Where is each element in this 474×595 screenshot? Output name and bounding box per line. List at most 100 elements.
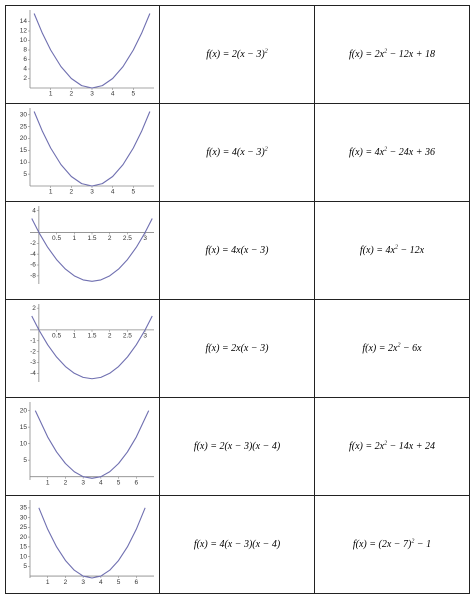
parabola-curve — [37, 507, 146, 579]
graph: 0.5 1 1.5 2 2.5 3 4 -2 -4 -6 -8 — [29, 206, 154, 284]
formula-text: − 6x — [400, 343, 422, 355]
formula: f(x) = 4(x − 3)(x − 4) — [194, 539, 280, 550]
standard-form-cell: f(x) = 2x2 − 14x + 24 — [314, 397, 470, 496]
vertex-form-cell: f(x) = 4(x − 3)2 — [159, 103, 315, 202]
formula-text: f(x) = 4x — [348, 147, 385, 159]
formula-text: f(x) = 2x(x − 3) — [205, 343, 269, 354]
y-tick-label: 14 — [19, 18, 27, 25]
x-tick-label: 2 — [69, 91, 73, 98]
exponent: 2 — [397, 342, 401, 349]
y-tick-label: -4 — [30, 370, 36, 377]
graph: 1 2 3 4 5 6 5 10 15 20 — [19, 402, 154, 486]
x-tick-label: 2 — [107, 333, 111, 340]
graph-cell: 0.5 1 1.5 2 2.5 3 4 -2 -4 -6 -8 — [5, 201, 160, 300]
formula-text: f(x) = 4x(x − 3) — [205, 245, 269, 256]
graph-cell: 0.5 1 1.5 2 2.5 3 2 -1 -2 -3 -4 — [5, 299, 160, 398]
x-tick-label: 5 — [116, 479, 120, 486]
y-tick-label: 5 — [23, 171, 27, 178]
y-tick-label: 20 — [19, 407, 27, 414]
parabola-curve — [33, 111, 150, 187]
x-tick-label: 6 — [134, 579, 138, 586]
formula-text: f(x) = 2x — [348, 441, 385, 453]
y-tick-label: -2 — [30, 240, 36, 247]
table-row: 1 2 3 4 5 5 10 15 20 25 30 f(x) = 4(x − 3)2 f(x) = 4… — [5, 103, 470, 202]
y-tick-label: 12 — [19, 28, 27, 35]
formula-text: f(x) = 2(x − 3)(x − 4) — [193, 441, 281, 452]
formula: f(x) = (2x − 7)2 − 1 — [353, 539, 431, 550]
x-tick-label: 6 — [134, 479, 138, 486]
graph-cell: 1 2 3 4 5 2 4 6 8 10 12 14 — [5, 5, 160, 104]
graph-cell: 1 2 3 4 5 5 10 15 20 25 30 — [5, 103, 160, 202]
graph: 1 2 3 4 5 6 5 10 15 20 25 30 35 — [19, 500, 154, 586]
exponent: 2 — [384, 146, 388, 153]
x-tick-label: 2 — [107, 235, 111, 242]
parabola-curve — [33, 13, 150, 89]
vertex-form-cell: f(x) = 4(x − 3)(x − 4) — [159, 495, 315, 594]
formula: f(x) = 4x(x − 3) — [206, 245, 269, 256]
formula: f(x) = 2x(x − 3) — [206, 343, 269, 354]
exponent: 2 — [264, 146, 268, 153]
exponent: 2 — [394, 244, 398, 251]
graph: 0.5 1 1.5 2 2.5 3 2 -1 -2 -3 -4 — [29, 304, 154, 382]
y-tick-label: 4 — [32, 207, 36, 214]
y-tick-label: 10 — [19, 440, 27, 447]
y-tick-label: 10 — [19, 159, 27, 166]
graph-cell: 1 2 3 4 5 6 5 10 15 20 — [5, 397, 160, 496]
formula-text: f(x) = 2(x − 3) — [206, 49, 265, 61]
x-tick-label: 4 — [99, 579, 103, 586]
formula-text: − 1 — [414, 539, 432, 551]
x-tick-label: 5 — [116, 579, 120, 586]
x-tick-label: 3 — [90, 189, 94, 196]
parabola-curve — [30, 315, 153, 380]
y-tick-label: -1 — [30, 337, 36, 344]
y-tick-label: 10 — [19, 37, 27, 44]
formula: f(x) = 4(x − 3)2 — [206, 147, 267, 158]
parabola-curve — [30, 218, 153, 282]
x-tick-label: 1 — [72, 235, 76, 242]
formula-text: f(x) = 4x — [359, 245, 395, 257]
formula: f(x) = 2(x − 3)2 — [206, 49, 267, 60]
y-tick-label: 30 — [19, 514, 27, 521]
exponent: 2 — [384, 440, 388, 447]
x-tick-label: 5 — [131, 91, 135, 98]
formula-text: f(x) = (2x − 7) — [352, 539, 412, 551]
x-tick-label: 3 — [90, 91, 94, 98]
x-tick-label: 2.5 — [122, 235, 131, 242]
exponent: 2 — [264, 48, 268, 55]
exponent: 2 — [384, 48, 388, 55]
y-tick-label: 6 — [23, 56, 27, 63]
x-tick-label: 0.5 — [52, 235, 61, 242]
x-tick-label: 1 — [45, 479, 49, 486]
y-tick-label: 8 — [23, 47, 27, 54]
x-tick-label: 4 — [110, 91, 114, 98]
table-row: 1 2 3 4 5 6 5 10 15 20 25 30 35 f(x) = 4(x − 3)(x − 4… — [5, 495, 470, 594]
formula-text: f(x) = 4(x − 3) — [206, 147, 265, 159]
x-tick-label: 3 — [143, 333, 147, 340]
x-tick-label: 1 — [48, 189, 52, 196]
y-tick-label: 20 — [19, 135, 27, 142]
y-tick-label: 25 — [19, 524, 27, 531]
y-tick-label: -2 — [30, 348, 36, 355]
y-tick-label: -8 — [30, 273, 36, 280]
y-tick-label: 2 — [23, 75, 27, 82]
x-tick-label: 3 — [143, 235, 147, 242]
x-tick-label: 1 — [72, 333, 76, 340]
parabola-curve — [34, 410, 149, 479]
standard-form-cell: f(x) = 4x2 − 24x + 36 — [314, 103, 470, 202]
formula: f(x) = 4x2 − 12x — [360, 245, 424, 256]
y-tick-label: -6 — [30, 262, 36, 269]
graph: 1 2 3 4 5 5 10 15 20 25 30 — [19, 108, 154, 196]
y-tick-label: 5 — [23, 563, 27, 570]
y-tick-label: -3 — [30, 359, 36, 366]
x-tick-label: 1.5 — [87, 333, 96, 340]
y-tick-label: 15 — [19, 424, 27, 431]
formula-text: f(x) = 2x — [362, 343, 398, 355]
exponent: 2 — [411, 538, 415, 545]
y-tick-label: 4 — [23, 66, 27, 73]
formula-text: − 12x — [397, 245, 425, 257]
vertex-form-cell: f(x) = 2(x − 3)2 — [159, 5, 315, 104]
formula: f(x) = 2x2 − 6x — [362, 343, 421, 354]
x-tick-label: 2 — [69, 189, 73, 196]
formula-text: f(x) = 2x — [348, 49, 385, 61]
